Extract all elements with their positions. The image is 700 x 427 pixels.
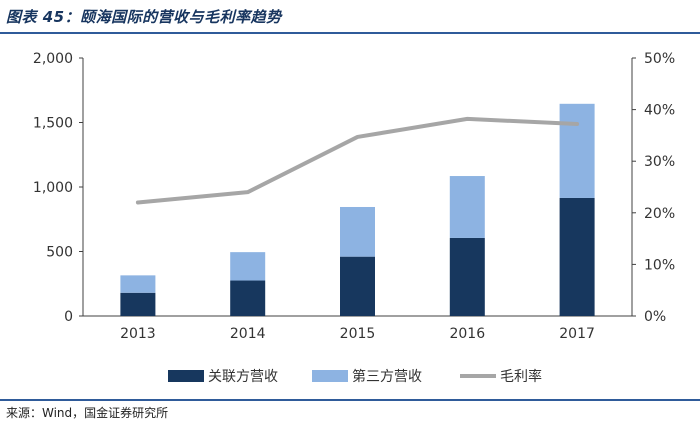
x-tick-label: 2016 <box>449 326 485 342</box>
bar-related-party-2013 <box>120 292 156 316</box>
figure-title: 图表 45：颐海国际的营收与毛利率趋势 <box>6 8 282 26</box>
left-tick-label: 1,000 <box>33 180 73 196</box>
source-note: 来源：Wind，国金证券研究所 <box>6 406 169 420</box>
bar-third-party-2014 <box>230 252 266 281</box>
bar-third-party-2013 <box>120 275 156 293</box>
right-tick-label: 40% <box>644 103 675 119</box>
x-tick-label: 2013 <box>120 326 156 342</box>
bar-related-party-2015 <box>340 256 375 316</box>
gross-margin-line <box>135 116 580 205</box>
x-tick-label: 2017 <box>559 326 595 342</box>
right-tick-label: 30% <box>644 154 675 170</box>
source-divider <box>0 399 700 401</box>
left-tick-label: 500 <box>46 245 73 261</box>
bar-third-party-2016 <box>449 176 485 238</box>
bar-related-party-2014 <box>230 280 266 316</box>
legend-label: 第三方营收 <box>352 368 422 385</box>
right-tick-label: 20% <box>644 206 675 222</box>
bar-third-party-2015 <box>340 206 375 257</box>
x-tick-label: 2014 <box>230 326 266 342</box>
x-tick-label: 2015 <box>340 326 376 342</box>
right-tick-label: 50% <box>644 51 675 67</box>
revenue-margin-chart: 0 500 1,000 1,500 2,000 0% 10% 20% 30% 40% 50% 2013… <box>33 51 675 385</box>
title-bar: 图表 45：颐海国际的营收与毛利率趋势 <box>0 0 700 34</box>
bar-related-party-2016 <box>449 237 485 316</box>
left-tick-label: 2,000 <box>33 51 73 67</box>
right-tick-label: 10% <box>644 257 675 273</box>
legend-swatch <box>312 370 348 382</box>
legend-label: 毛利率 <box>500 368 542 385</box>
right-tick-label: 0% <box>644 309 666 325</box>
legend-swatch <box>168 370 204 382</box>
bar-related-party-2017 <box>559 197 595 316</box>
left-tick-label: 1,500 <box>33 116 73 132</box>
left-tick-label: 0 <box>64 309 73 325</box>
bar-third-party-2017 <box>559 103 595 198</box>
legend-label: 关联方营收 <box>208 369 278 385</box>
